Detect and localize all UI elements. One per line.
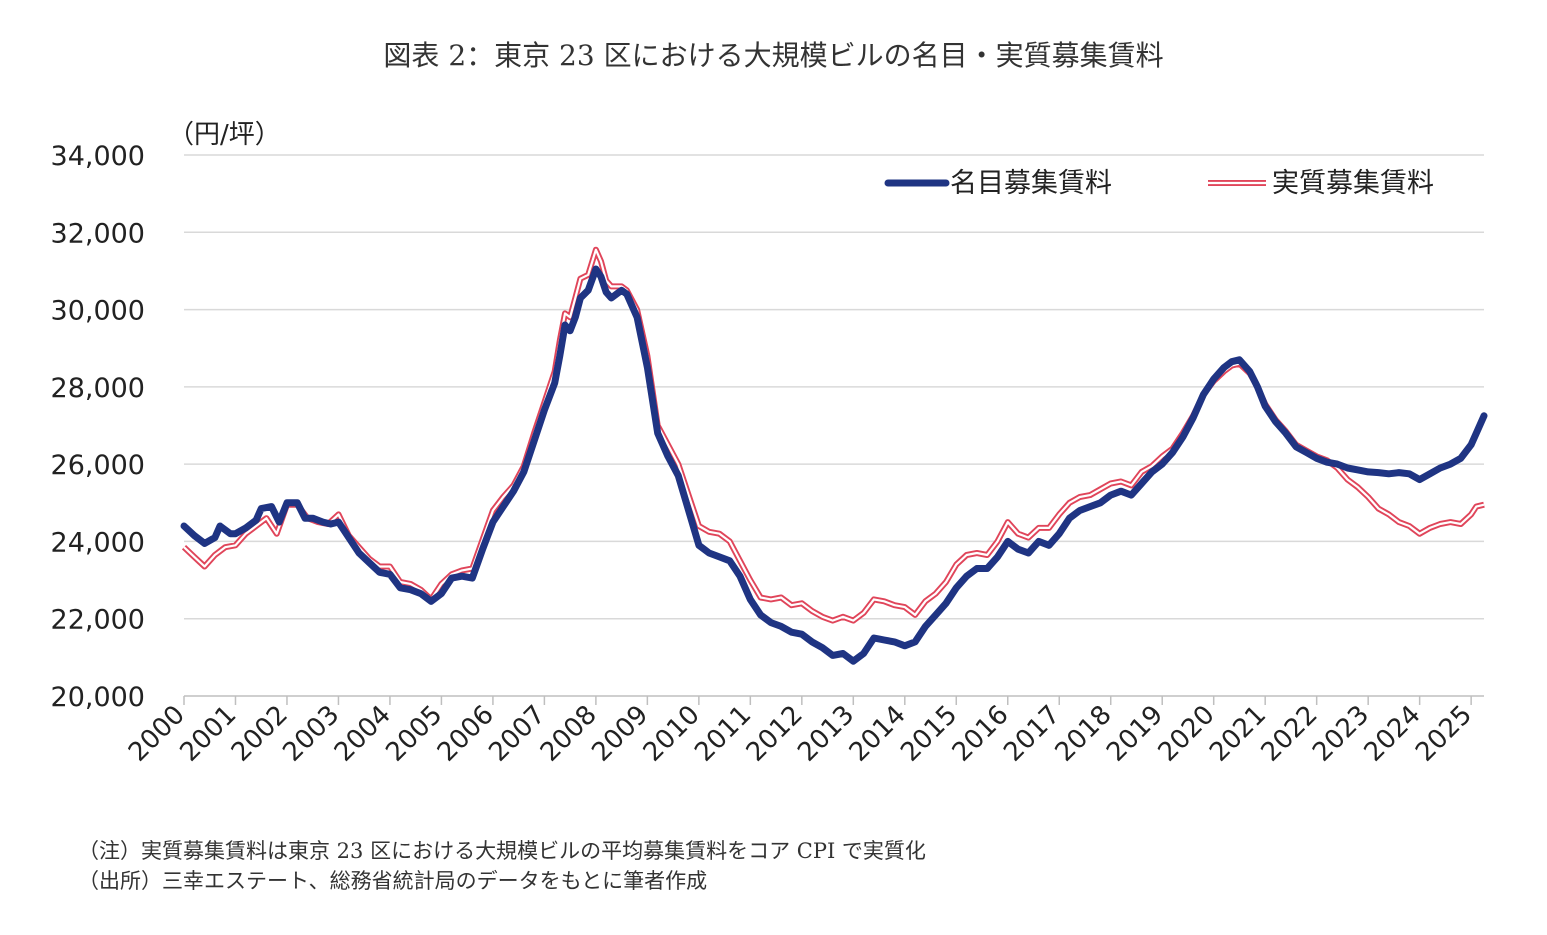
y-axis-tick-labels: 20,000 22,000 24,000 26,000 28,000 30,000 32,0… xyxy=(51,141,145,713)
x-axis-tick-labels: 2000200120022003200420052006200720082009… xyxy=(123,700,1478,768)
y-tick-label: 34,000 xyxy=(51,141,145,172)
x-tick-label: 2014 xyxy=(844,700,912,768)
legend-label-real: 実質募集賃料 xyxy=(1272,168,1434,199)
chart-notes: （注）実質募集賃料は東京 23 区における大規模ビルの平均募集賃料をコア CPI… xyxy=(78,836,926,896)
x-tick-label: 2018 xyxy=(1050,700,1118,768)
x-tick-label: 2017 xyxy=(998,700,1066,768)
note-line-2: （出所）三幸エステート、総務省統計局のデータをもとに筆者作成 xyxy=(78,869,708,893)
legend: 名目募集賃料 実質募集賃料 xyxy=(884,168,1434,199)
x-tick-label: 2003 xyxy=(277,700,345,768)
gridlines xyxy=(184,154,1484,620)
note-line-1: （注）実質募集賃料は東京 23 区における大規模ビルの平均募集賃料をコア CPI… xyxy=(78,839,926,863)
y-tick-label: 24,000 xyxy=(51,527,145,558)
x-tick-label: 2020 xyxy=(1153,700,1221,768)
y-tick-label: 28,000 xyxy=(51,373,145,404)
y-tick-label: 22,000 xyxy=(51,605,145,636)
x-tick-label: 2007 xyxy=(483,700,551,768)
x-tick-label: 2004 xyxy=(329,700,397,768)
legend-label-nominal: 名目募集賃料 xyxy=(950,168,1112,199)
y-tick-label: 26,000 xyxy=(51,450,145,481)
y-tick-label: 20,000 xyxy=(51,682,145,713)
x-tick-label: 2001 xyxy=(174,700,242,768)
x-tick-label: 2011 xyxy=(689,700,757,768)
x-tick-label: 2023 xyxy=(1307,700,1375,768)
x-tick-label: 2008 xyxy=(535,700,603,768)
x-tick-label: 2013 xyxy=(792,700,860,768)
x-tick-label: 2005 xyxy=(380,700,448,768)
y-tick-label: 30,000 xyxy=(51,296,145,327)
x-tick-label: 2010 xyxy=(638,700,706,768)
x-tick-label: 2016 xyxy=(947,700,1015,768)
x-tick-label: 2024 xyxy=(1359,700,1427,768)
x-tick-label: 2021 xyxy=(1204,700,1272,768)
x-tick-label: 2012 xyxy=(741,700,809,768)
x-tick-label: 2002 xyxy=(226,700,294,768)
series-lines xyxy=(180,246,1488,665)
y-axis-unit-label: （円/坪） xyxy=(168,120,281,150)
x-tick-label: 2019 xyxy=(1101,700,1169,768)
x-tick-label: 2022 xyxy=(1256,700,1324,768)
y-tick-label: 32,000 xyxy=(51,218,145,249)
x-tick-label: 2015 xyxy=(895,700,963,768)
x-axis xyxy=(183,695,1484,705)
x-tick-label: 2006 xyxy=(432,700,500,768)
x-tick-label: 2025 xyxy=(1410,700,1478,768)
x-tick-label: 2009 xyxy=(586,700,654,768)
chart-title: 図表 2：東京 23 区における大規模ビルの名目・実質募集賃料 xyxy=(383,39,1164,72)
series-line-nominal xyxy=(180,265,1488,665)
